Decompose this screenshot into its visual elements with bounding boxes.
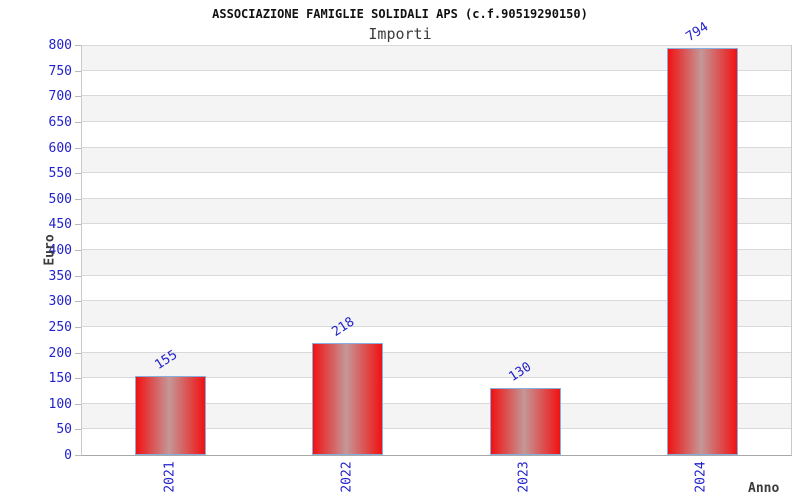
y-axis-tick: [75, 250, 81, 251]
gridline: [82, 377, 791, 379]
y-axis-tick: [75, 275, 81, 277]
y-axis-tick: [75, 45, 81, 46]
y-axis-tick: [75, 173, 81, 175]
gridline: [82, 45, 791, 46]
y-tick-label: 0: [64, 448, 72, 463]
y-axis-tick: [75, 326, 81, 328]
y-axis-tick: [75, 70, 81, 72]
y-tick-label: 300: [48, 294, 72, 310]
y-axis-tick: [75, 403, 81, 405]
y-tick-label: 50: [56, 422, 72, 438]
bar-2022: [312, 343, 384, 455]
chart-subtitle: Importi: [368, 25, 432, 43]
bar-2021: [135, 375, 207, 455]
y-tick-label: 550: [48, 166, 72, 182]
y-tick-label: 600: [48, 140, 72, 156]
gridline: [82, 223, 791, 225]
gridline: [82, 351, 791, 353]
y-tick-label: 400: [48, 243, 72, 258]
y-tick-label: 500: [48, 191, 72, 207]
y-axis-tick: [75, 224, 81, 226]
y-axis-tick: [75, 301, 81, 303]
bar-2023: [489, 388, 561, 455]
y-tick-label: 700: [48, 89, 72, 105]
gridline: [82, 249, 791, 250]
x-tick-label: 2023: [516, 461, 532, 493]
gridline: [82, 146, 791, 148]
y-axis-tick: [75, 198, 81, 200]
y-tick-label: 650: [48, 114, 72, 130]
y-axis-tick: [75, 429, 81, 431]
gridline: [82, 197, 791, 199]
y-tick-label: 450: [48, 217, 72, 233]
gridline: [82, 95, 791, 97]
gridline: [82, 120, 791, 122]
chart-title: ASSOCIAZIONE FAMIGLIE SOLIDALI APS (c.f.…: [212, 7, 588, 21]
gridline: [82, 300, 791, 302]
y-axis-tick: [75, 147, 81, 149]
gridline: [82, 274, 791, 276]
y-axis-tick: [75, 96, 81, 98]
y-tick-label: 200: [48, 345, 72, 361]
x-tick-label: 2021: [162, 461, 178, 493]
y-tick-label: 150: [48, 371, 72, 387]
gridline: [82, 69, 791, 71]
y-tick-label: 250: [48, 319, 72, 335]
x-axis-title: Anno: [748, 481, 780, 496]
plot-area: 155 218 130 794: [81, 20, 792, 456]
bar-2024: [666, 48, 738, 455]
y-tick-label: 100: [48, 396, 72, 412]
x-tick-label: 2024: [693, 461, 709, 493]
y-axis-tick: [75, 121, 81, 123]
gridline: [82, 402, 791, 404]
x-tick-label: 2022: [339, 461, 355, 493]
gridline: [82, 325, 791, 327]
y-axis-tick: [75, 455, 81, 456]
gridline: [82, 428, 791, 430]
y-axis-tick: [75, 352, 81, 354]
gridline: [82, 172, 791, 174]
y-axis-title: Euro: [42, 234, 58, 266]
y-tick-label: 750: [48, 63, 72, 79]
y-tick-label: 350: [48, 268, 72, 284]
y-axis-tick: [75, 378, 81, 380]
y-tick-label: 800: [48, 38, 72, 53]
